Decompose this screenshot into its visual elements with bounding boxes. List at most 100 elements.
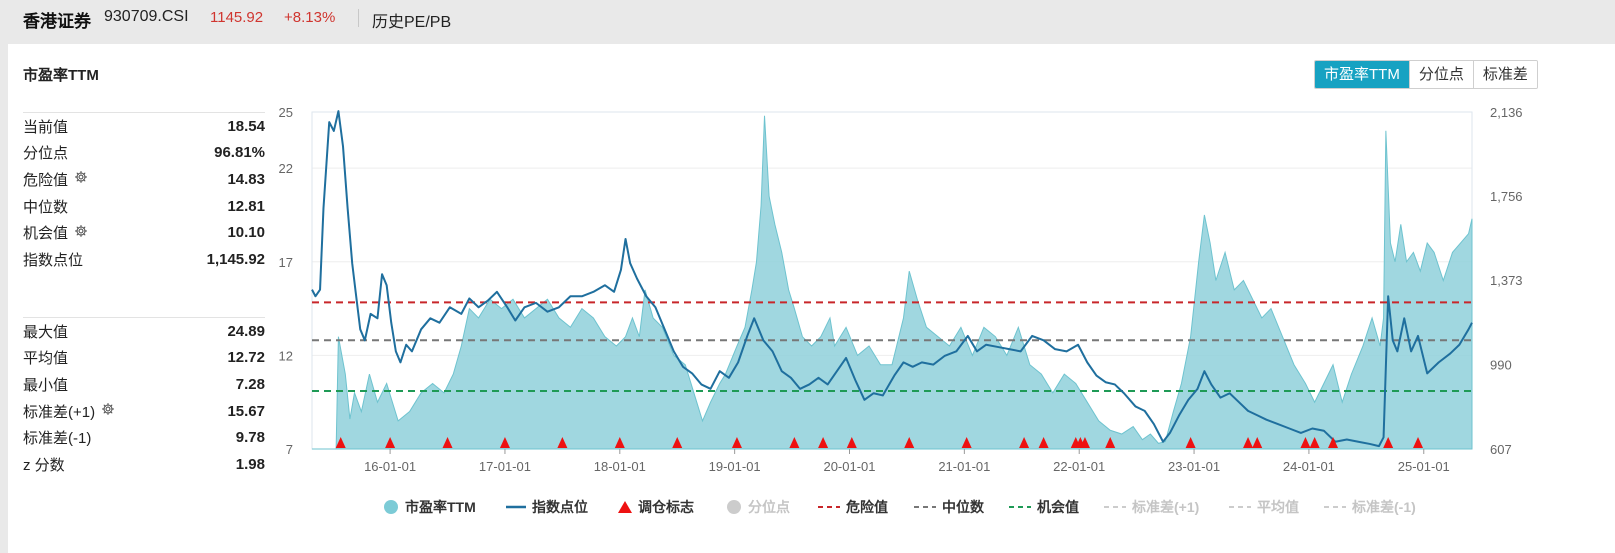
- stat-label: 标准差(+1): [23, 401, 115, 422]
- x-axis-tick: 24-01-01: [1283, 459, 1335, 474]
- right-axis-tick: 1,373: [1490, 273, 1523, 288]
- rebalance-marker: [1243, 437, 1254, 448]
- stat-bottom-row: 最大值 24.89: [23, 318, 265, 345]
- rebalance-marker: [672, 437, 683, 448]
- x-axis-tick: 22-01-01: [1053, 459, 1105, 474]
- legend-dash-icon: [1009, 499, 1031, 515]
- x-axis-tick: 18-01-01: [594, 459, 646, 474]
- legend-item[interactable]: 危险值: [818, 497, 888, 517]
- index-line-series: [311, 110, 1473, 448]
- stat-label: 标准差(-1): [23, 427, 91, 448]
- stat-value: 10.10: [227, 224, 265, 242]
- stat-bottom-row: 最小值 7.28: [23, 371, 265, 398]
- x-axis-tick: 20-01-01: [823, 459, 875, 474]
- x-axis-tick: 23-01-01: [1168, 459, 1220, 474]
- legend-dash-icon: [1229, 499, 1251, 515]
- header-subtitle[interactable]: 历史PE/PB: [372, 14, 452, 31]
- right-axis-tick: 2,136: [1490, 105, 1523, 120]
- x-axis-tick: 17-01-01: [479, 459, 531, 474]
- rebalance-marker: [961, 437, 972, 448]
- stat-top-row: 分位点 96.81%: [23, 140, 265, 167]
- rebalance-marker: [1079, 437, 1090, 448]
- stat-top-row: 危险值 14.83: [23, 166, 265, 193]
- rebalance-marker: [789, 437, 800, 448]
- legend-label: 调仓标志: [638, 499, 694, 515]
- stat-top-divider: [23, 112, 265, 113]
- legend-label: 机会值: [1037, 499, 1079, 515]
- legend-item[interactable]: 平均值: [1229, 497, 1299, 517]
- stat-bottom-row: 标准差(-1) 9.78: [23, 424, 265, 451]
- legend-circle-icon: [383, 499, 399, 515]
- legend-item[interactable]: 标准差(-1): [1324, 497, 1416, 517]
- metric-tabs: 市盈率TTM 分位点 标准差: [1314, 60, 1538, 89]
- x-axis-tick: 19-01-01: [709, 459, 761, 474]
- rebalance-marker: [1413, 437, 1424, 448]
- rebalance-marker: [1309, 437, 1320, 448]
- stat-value: 18.54: [227, 117, 265, 135]
- legend-label: 平均值: [1257, 499, 1299, 515]
- tab-percentile[interactable]: 分位点: [1408, 61, 1473, 88]
- legend-triangle-icon: [618, 500, 632, 514]
- stat-label-text: 指数点位: [23, 251, 84, 269]
- stat-label-text: z 分数: [23, 456, 65, 474]
- stats-panel-top: 当前值 18.54 分位点 96.81% 危险值 14.83 中位数 12.81 机会值 10.1…: [23, 112, 265, 273]
- gear-icon[interactable]: [74, 224, 88, 242]
- legend-item[interactable]: 分位点: [726, 497, 790, 517]
- left-axis-tick: 22: [279, 161, 293, 176]
- stat-label-text: 标准差(+1): [23, 403, 96, 421]
- right-axis-tick: 1,756: [1490, 189, 1523, 204]
- index-code: 930709.CSI: [104, 8, 189, 25]
- x-axis-tick: 21-01-01: [938, 459, 990, 474]
- pe-chart: 25 22 17 12 7 2,136 1,756 1,373 990 607 16-01-01 17…: [279, 105, 1523, 474]
- rebalance-marker: [1019, 437, 1030, 448]
- rebalance-marker: [1383, 437, 1394, 448]
- rebalance-marker: [1328, 437, 1339, 448]
- stat-label: 分位点: [23, 142, 68, 163]
- legend-item[interactable]: 机会值: [1009, 497, 1079, 517]
- rebalance-marker: [1300, 437, 1311, 448]
- rebalance-marker: [1185, 437, 1196, 448]
- legend-line-icon: [506, 499, 526, 515]
- stat-value: 1.98: [235, 455, 265, 473]
- index-name: 香港证券: [23, 12, 91, 31]
- rebalance-marker: [1252, 437, 1263, 448]
- stat-bottom-row: z 分数 1.98: [23, 451, 265, 478]
- legend-item[interactable]: 调仓标志: [618, 497, 694, 517]
- stat-top-row: 当前值 18.54: [23, 113, 265, 140]
- rebalance-marker: [1105, 437, 1116, 448]
- gear-icon[interactable]: [101, 402, 115, 420]
- legend-item[interactable]: 指数点位: [506, 497, 588, 517]
- legend-item[interactable]: 标准差(+1): [1104, 497, 1199, 517]
- stat-value: 9.78: [235, 429, 265, 447]
- stat-bottom-row: 平均值 12.72: [23, 345, 265, 372]
- legend-item[interactable]: 中位数: [914, 497, 984, 517]
- gear-icon[interactable]: [74, 170, 88, 188]
- legend-dash-icon: [914, 499, 936, 515]
- pe-area-series: [312, 115, 1473, 450]
- left-axis-tick: 25: [279, 105, 293, 120]
- stat-value: 15.67: [227, 402, 265, 420]
- stat-label: 平均值: [23, 347, 68, 368]
- legend-label: 危险值: [846, 499, 888, 515]
- stat-top-row: 中位数 12.81: [23, 193, 265, 220]
- legend-label: 指数点位: [532, 499, 588, 515]
- stat-value: 12.72: [227, 349, 265, 367]
- header-bar: 香港证券 930709.CSI 1145.92 +8.13% 历史PE/PB: [0, 0, 1615, 36]
- stat-value: 1,145.92: [206, 250, 265, 268]
- chart-card: 市盈率TTM 市盈率TTM 分位点 标准差 当前值 18.54 分位点 96.81% 危…: [8, 44, 1615, 553]
- card-title: 市盈率TTM: [23, 67, 99, 84]
- rebalance-marker: [557, 437, 568, 448]
- legend-label: 标准差(+1): [1132, 499, 1200, 515]
- rebalance-marker: [818, 437, 829, 448]
- stats-panel-bottom: 最大值 24.89 平均值 12.72 最小值 7.28 标准差(+1) 15.67 标准差(-…: [23, 317, 265, 478]
- index-change: +8.13%: [284, 9, 336, 26]
- tab-pe-ttm[interactable]: 市盈率TTM: [1315, 61, 1409, 88]
- index-price: 1145.92: [210, 9, 264, 26]
- rebalance-marker: [846, 437, 857, 448]
- legend-item[interactable]: 市盈率TTM: [383, 497, 476, 517]
- legend-label: 市盈率TTM: [405, 499, 476, 515]
- stat-label: 最大值: [23, 321, 68, 342]
- stat-label-text: 分位点: [23, 145, 69, 163]
- left-axis-tick: 17: [279, 255, 293, 270]
- tab-stddev[interactable]: 标准差: [1472, 61, 1537, 88]
